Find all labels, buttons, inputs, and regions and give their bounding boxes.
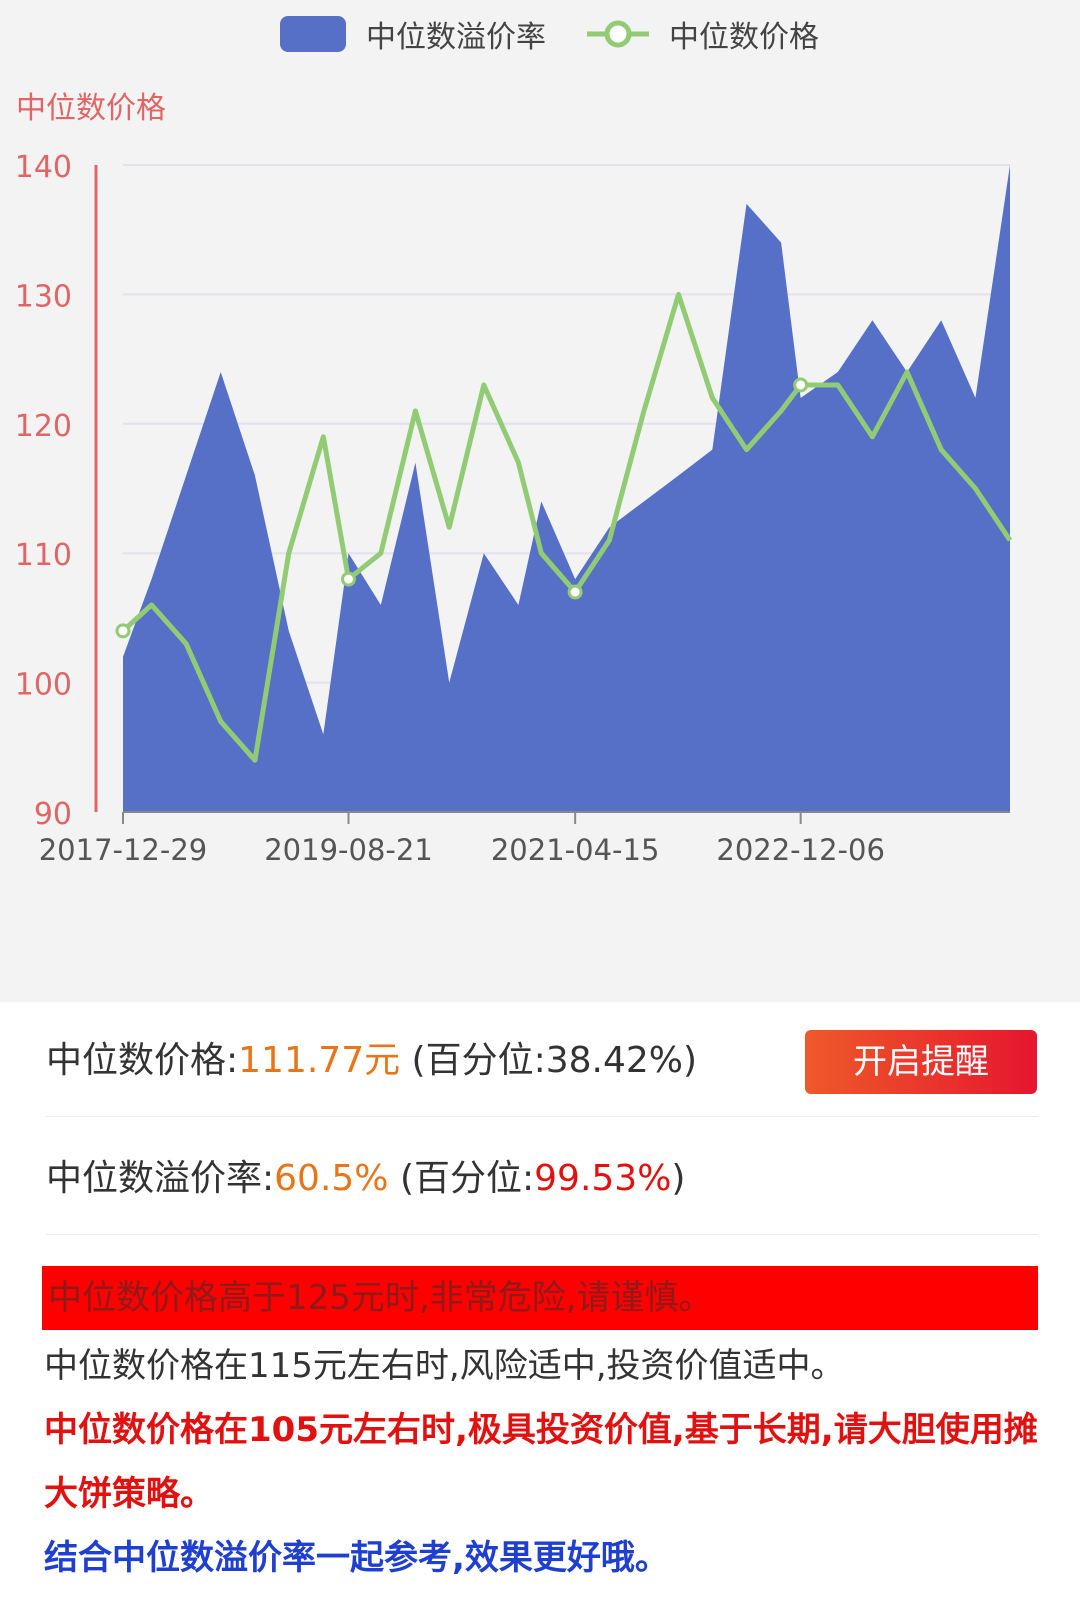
divider xyxy=(46,1234,1038,1235)
x-tick-label: 2022-12-06 xyxy=(716,833,885,867)
price-pct-close: ) xyxy=(683,1040,698,1081)
x-tick-label: 2019-08-21 xyxy=(264,833,433,867)
divider xyxy=(46,1116,1038,1117)
premium-pct-open: (百分位: xyxy=(388,1158,535,1199)
price-point-marker xyxy=(115,623,131,639)
premium-area xyxy=(123,165,1010,812)
y-tick-label: 140 xyxy=(15,150,72,185)
premium-stat-row: 中位数溢价率:60.5% (百分位:99.53%) xyxy=(46,1148,1036,1210)
price-point-marker xyxy=(341,571,357,587)
premium-stat-label: 中位数溢价率: xyxy=(46,1158,275,1199)
price-line-series xyxy=(115,291,1013,763)
danger-tip-banner: 中位数价格高于125元时,非常危险,请谨慎。 xyxy=(42,1266,1038,1330)
value-tip: 中位数价格在105元左右时,极具投资价值,基于长期,请大胆使用摊大饼策略。 xyxy=(44,1410,1038,1514)
x-tick-label: 2021-04-15 xyxy=(491,833,660,867)
premium-pct-value: 99.53% xyxy=(534,1158,672,1199)
legend-line-swatch-icon xyxy=(587,20,649,48)
price-pct-value: 38.42% xyxy=(545,1040,684,1081)
legend-price-label: 中位数价格 xyxy=(669,20,819,55)
premium-stat-value: 60.5% xyxy=(274,1158,389,1199)
legend-item-premium[interactable]: 中位数溢价率 xyxy=(280,12,546,56)
chart-legend: 中位数溢价率 中位数价格 xyxy=(0,12,1080,62)
y-tick-label: 120 xyxy=(15,409,72,444)
legend-premium-label: 中位数溢价率 xyxy=(366,20,546,55)
price-stat-value: 111.77元 xyxy=(238,1040,401,1081)
chart-axes: 140 130 120 110 100 90 中位数价格 2017-12-29 2019-08-… xyxy=(15,91,1010,867)
premium-pct-close: ) xyxy=(671,1158,686,1199)
premium-area-series xyxy=(123,165,1010,812)
price-point-marker xyxy=(793,377,809,393)
chart-canvas[interactable]: 140 130 120 110 100 90 中位数价格 2017-12-29 2019-08-… xyxy=(0,0,1080,1002)
combine-tip: 结合中位数溢价率一起参考,效果更好哦。 xyxy=(44,1538,669,1578)
chart-area: 140 130 120 110 100 90 中位数价格 2017-12-29 2019-08-… xyxy=(0,0,1080,1002)
y-tick-label: 130 xyxy=(15,279,72,314)
x-tick-label: 2017-12-29 xyxy=(39,833,208,867)
price-line xyxy=(121,291,1013,763)
enable-reminder-button[interactable]: 开启提醒 xyxy=(805,1030,1037,1094)
legend-item-price[interactable]: 中位数价格 xyxy=(585,12,819,56)
price-stat-row: 中位数价格:111.77元 (百分位:38.42%) xyxy=(46,1030,1036,1092)
price-point-marker xyxy=(567,584,583,600)
y-tick-label: 100 xyxy=(15,668,72,703)
price-stat-label: 中位数价格: xyxy=(46,1040,239,1081)
y-tick-label: 90 xyxy=(34,797,72,832)
moderate-tip: 中位数价格在115元左右时,风险适中,投资价值适中。 xyxy=(44,1346,845,1386)
legend-area-swatch-icon xyxy=(280,16,346,52)
price-pct-open: (百分位: xyxy=(400,1040,546,1081)
y-axis-label: 中位数价格 xyxy=(16,91,166,126)
y-tick-label: 110 xyxy=(15,538,72,573)
